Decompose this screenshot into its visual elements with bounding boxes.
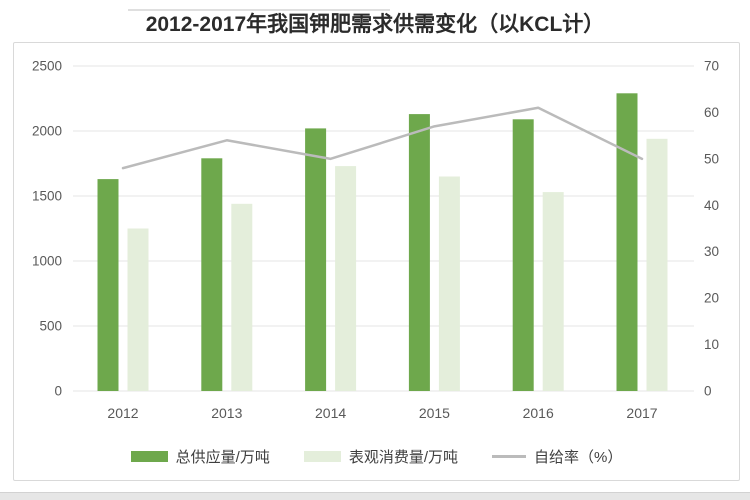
chart-card: 0 500 1000 1500 2000 2500 0 10 20 30 40 50 60 70 2012 2… bbox=[13, 42, 740, 481]
x-axis-label-2017: 2017 bbox=[626, 405, 657, 421]
bar-total-supply-2015 bbox=[408, 114, 430, 391]
bar-apparent-consumption-2013 bbox=[231, 203, 253, 391]
bar-apparent-consumption-2012 bbox=[127, 228, 149, 391]
bar-total-supply-2013 bbox=[201, 158, 223, 391]
y-axis-right-tick-label: 60 bbox=[704, 105, 719, 120]
legend-swatch-total-supply bbox=[130, 451, 168, 462]
bar-apparent-consumption-2015 bbox=[438, 176, 460, 391]
bar-total-supply-2016 bbox=[512, 119, 534, 392]
y-axis-right-tick-label: 20 bbox=[704, 291, 719, 306]
x-axis-label-2012: 2012 bbox=[107, 405, 138, 421]
line-self-sufficiency-rate bbox=[121, 106, 644, 170]
bar-apparent-consumption-2016 bbox=[542, 192, 564, 391]
x-axis-label-2013: 2013 bbox=[211, 405, 242, 421]
chart-legend: 总供应量/万吨 表观消费量/万吨 自给率（%） bbox=[14, 446, 739, 467]
bar-apparent-consumption-2017 bbox=[646, 138, 668, 391]
cropped-text-edge-artifact bbox=[128, 9, 390, 11]
y-axis-right-tick-label: 0 bbox=[704, 384, 712, 399]
y-axis-left-tick-label: 2500 bbox=[32, 59, 62, 74]
chart-title: 2012-2017年我国钾肥需求供需变化（以KCL计） bbox=[145, 13, 605, 36]
legend-item-self-sufficiency-rate: 自给率（%） bbox=[492, 446, 622, 467]
y-axis-left-tick-label: 1500 bbox=[32, 189, 62, 204]
y-axis-right-tick-label: 70 bbox=[704, 59, 719, 74]
legend-item-total-supply: 总供应量/万吨 bbox=[130, 446, 270, 467]
y-axis-left-tick-label: 500 bbox=[39, 319, 62, 334]
legend-swatch-apparent-consumption bbox=[303, 451, 341, 462]
legend-line-swatch-self-sufficiency-rate bbox=[492, 455, 526, 458]
y-axis-right-tick-label: 30 bbox=[704, 244, 719, 259]
bar-total-supply-2014 bbox=[305, 128, 327, 391]
legend-label-apparent-consumption: 表观消费量/万吨 bbox=[348, 449, 458, 466]
y-axis-left-tick-label: 1000 bbox=[32, 254, 62, 269]
y-axis-left-tick-label: 2000 bbox=[32, 124, 62, 139]
x-axis-label-2014: 2014 bbox=[315, 405, 346, 421]
legend-item-apparent-consumption: 表观消费量/万吨 bbox=[303, 446, 458, 467]
y-axis-right-tick-label: 40 bbox=[704, 198, 719, 213]
y-axis-left-tick-label: 0 bbox=[54, 384, 62, 399]
page-bottom-strip bbox=[0, 492, 750, 500]
y-axis-right-tick-label: 10 bbox=[704, 337, 719, 352]
chart-plot-area: 0 500 1000 1500 2000 2500 0 10 20 30 40 50 60 70 2012 2… bbox=[32, 59, 719, 422]
legend-label-self-sufficiency-rate: 自给率（%） bbox=[534, 449, 623, 466]
y-axis-right-tick-label: 50 bbox=[704, 151, 719, 166]
x-axis-label-2016: 2016 bbox=[523, 405, 554, 421]
bar-total-supply-2012 bbox=[97, 179, 119, 391]
x-axis-label-2015: 2015 bbox=[419, 405, 450, 421]
bar-total-supply-2017 bbox=[616, 93, 638, 392]
bar-apparent-consumption-2014 bbox=[335, 166, 357, 391]
legend-label-total-supply: 总供应量/万吨 bbox=[175, 449, 270, 466]
